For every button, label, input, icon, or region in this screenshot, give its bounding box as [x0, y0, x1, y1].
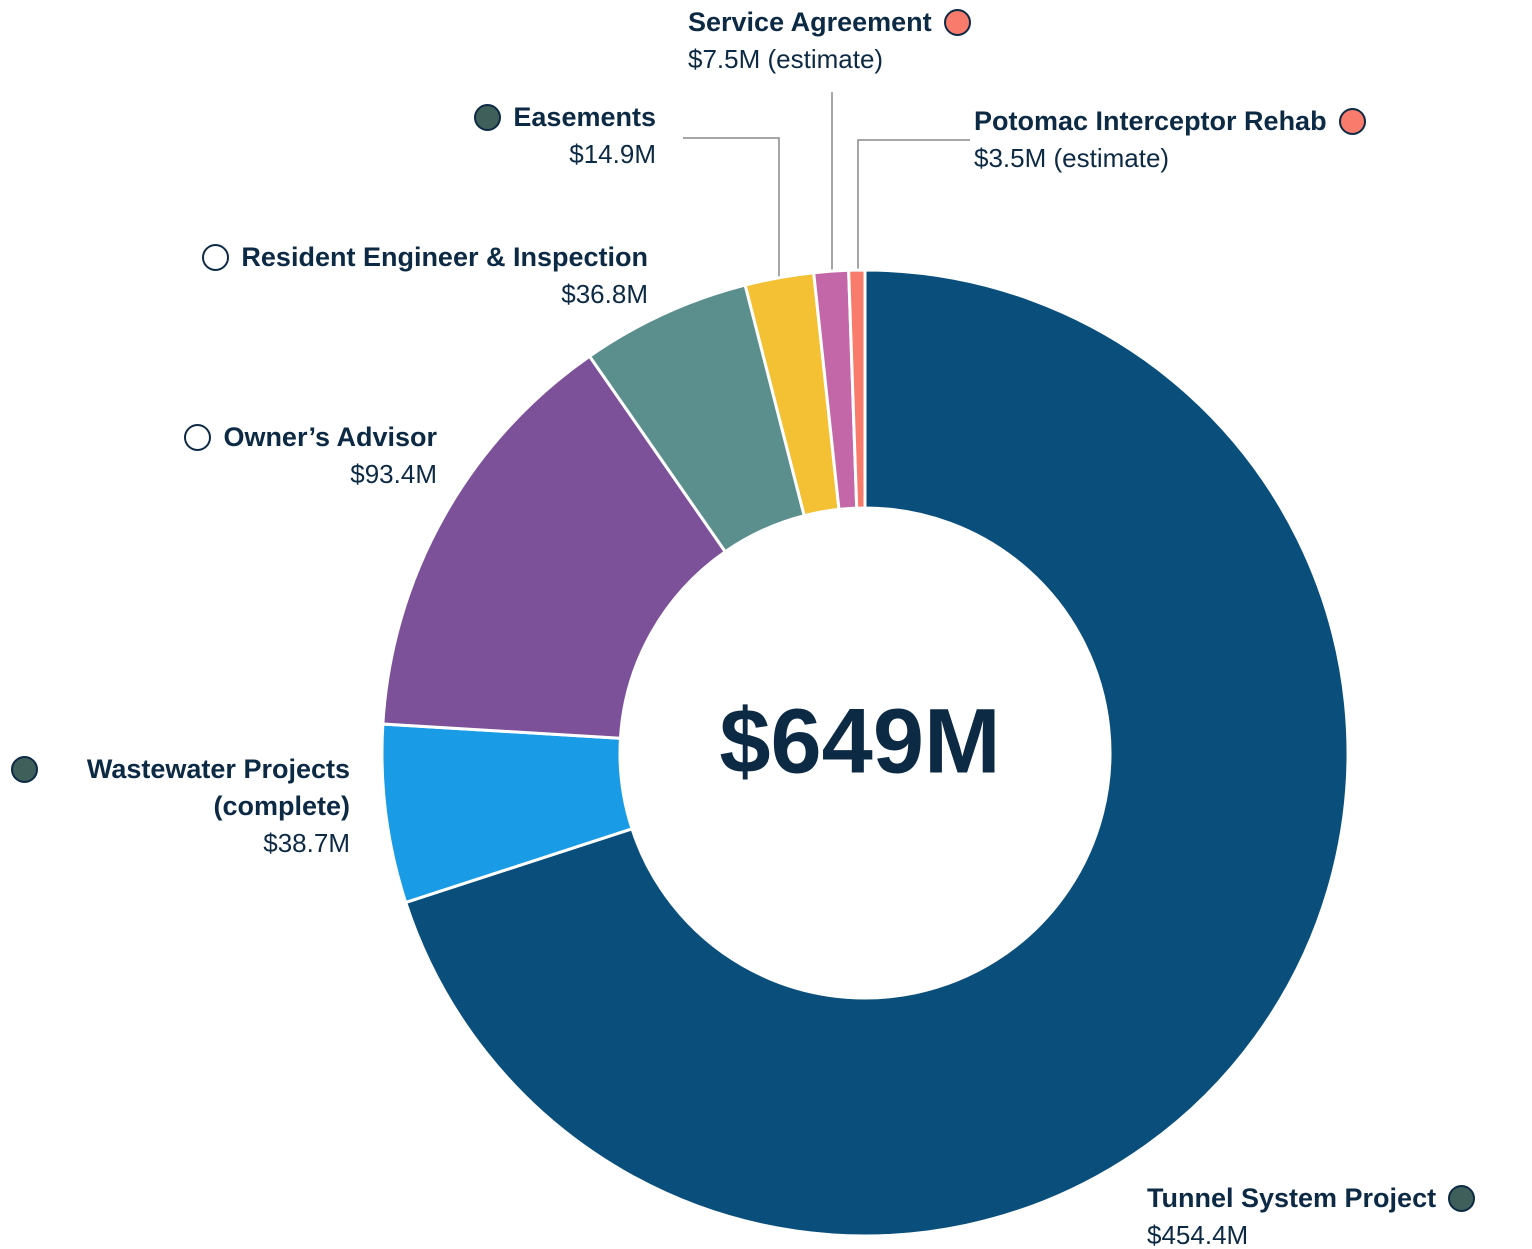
slice-value: $3.5M (estimate) [974, 143, 1170, 173]
label-row: Potomac Interceptor Rehab [974, 103, 1366, 140]
status-dot [184, 424, 212, 451]
slice-value: $93.4M [350, 459, 437, 489]
label-row: Easements [474, 99, 656, 136]
leader-line [683, 137, 780, 278]
leader-line [857, 139, 970, 272]
slice-name: Easements [513, 102, 656, 132]
slice-label: Owner’s Advisor $93.4M [184, 419, 437, 493]
donut-slice [847, 268, 867, 510]
label-row: Resident Engineer & Inspection [202, 239, 648, 276]
slice-name: Tunnel System Project [1147, 1183, 1437, 1213]
label-row: Wastewater Projects (complete) [11, 751, 350, 825]
slice-value: $38.7M [263, 828, 350, 858]
slice-name: Resident Engineer & Inspection [241, 242, 648, 272]
slice-label: Resident Engineer & Inspection $36.8M [202, 239, 648, 313]
slice-value: $14.9M [569, 139, 656, 169]
label-row: Owner’s Advisor [184, 419, 437, 456]
donut-slice [403, 268, 1350, 1238]
donut-slice [381, 354, 728, 740]
slice-label: Wastewater Projects (complete) $38.7M [11, 751, 350, 862]
status-dot [943, 9, 971, 36]
slice-label: Potomac Interceptor Rehab $3.5M (estimate… [974, 103, 1366, 177]
status-dot [11, 756, 38, 783]
slice-name: Wastewater Projects (complete) [86, 754, 350, 821]
slice-name: Owner’s Advisor [223, 422, 437, 452]
status-dot [1338, 108, 1366, 135]
status-dot [474, 104, 502, 131]
slice-name: Service Agreement [688, 7, 932, 37]
slice-value: $454.4M [1147, 1220, 1249, 1249]
slice-value: $7.5M (estimate) [688, 44, 884, 74]
status-dot [1448, 1185, 1476, 1212]
slice-label: Tunnel System Project $454.4M [1147, 1180, 1476, 1249]
slice-label: Service Agreement $7.5M (estimate) [688, 4, 971, 78]
slice-name: Potomac Interceptor Rehab [974, 106, 1327, 136]
label-row: Service Agreement [688, 4, 971, 41]
label-row: Tunnel System Project [1147, 1180, 1476, 1217]
center-label: $649M [719, 690, 1000, 792]
slice-value: $36.8M [561, 279, 648, 309]
slice-label: Easements $14.9M [474, 99, 656, 173]
status-dot [202, 244, 230, 271]
